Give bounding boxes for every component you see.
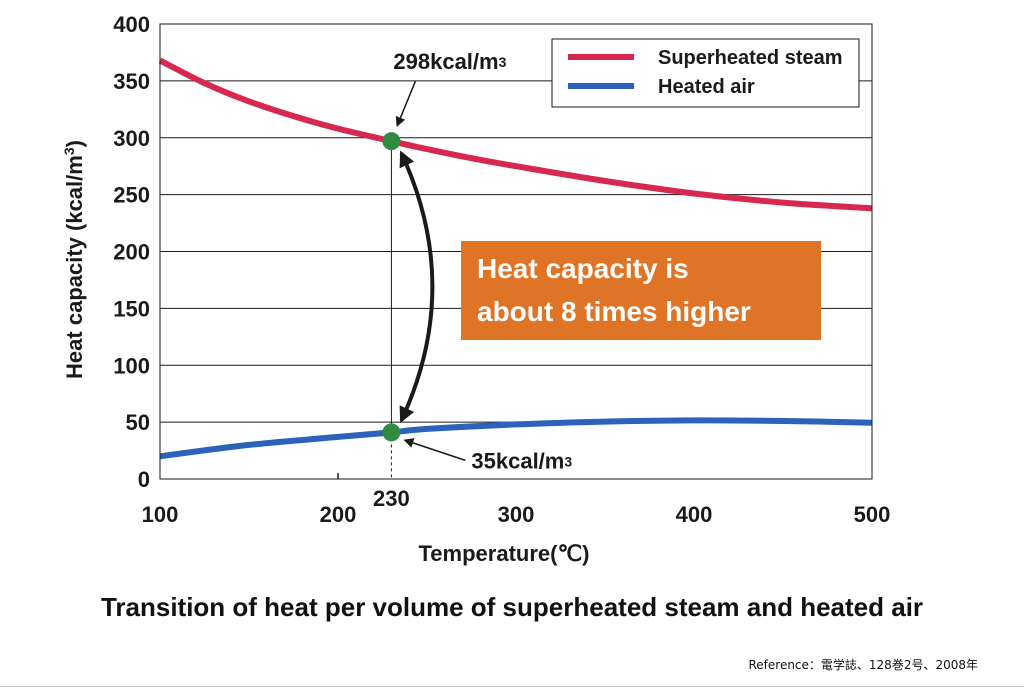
page-bottom-divider (0, 686, 1024, 687)
double-arrow (399, 150, 435, 424)
annotation-layer: 230 298kcal/m3 35kcal/m3 Heat capacity is ab… (373, 49, 821, 511)
y-tick-label-0: 0 (138, 467, 150, 492)
steam-pointer-arrow (395, 80, 417, 128)
air-pointer-arrow (403, 438, 466, 462)
y-tick-label-300: 300 (113, 126, 150, 151)
legend: Superheated steam Heated air (551, 38, 860, 108)
plot-frame (159, 23, 873, 480)
steam-point-marker (382, 132, 401, 151)
y-tick-label-250: 250 (113, 183, 150, 208)
reference-note: Reference：電学誌、128巻2号、2008年 (748, 658, 978, 672)
figure-title: Transition of heat per volume of superhe… (100, 592, 924, 622)
y-tick-label-100: 100 (113, 353, 150, 378)
x-tick-label-100: 100 (142, 502, 179, 527)
air-value-label: 35kcal/m3 (471, 448, 572, 473)
x-tick-label-300: 300 (498, 502, 535, 527)
legend-label-heated-air: Heated air (658, 76, 755, 98)
series-layer (158, 57, 873, 460)
y-tick-label-350: 350 (113, 69, 150, 94)
y-tick-label-400: 400 (113, 12, 150, 37)
y-tick-label-200: 200 (113, 240, 150, 265)
x-axis-label: Temperature(℃) (419, 541, 590, 566)
legend-box (551, 38, 860, 108)
x-tick-label-200: 200 (320, 502, 357, 527)
callout-line-2: about 8 times higher (477, 296, 751, 327)
marker-x-label: 230 (373, 486, 410, 511)
y-tick-label-150: 150 (113, 296, 150, 321)
air-point-marker (382, 423, 401, 442)
y-axis-label: Heat capacity (kcal/m3) (61, 140, 87, 379)
callout-line-1: Heat capacity is (477, 253, 689, 284)
steam-value-label: 298kcal/m3 (393, 49, 506, 74)
series-line-heated-air (159, 417, 873, 460)
tick-labels: 0 50 100 150 200 250 300 350 400 100 200 300 400 500 (113, 12, 890, 527)
legend-label-superheated-steam: Superheated steam (658, 47, 843, 69)
series-line-superheated-steam (158, 57, 873, 212)
callout-box (461, 241, 821, 340)
x-tick-label-500: 500 (854, 502, 891, 527)
y-tick-label-50: 50 (126, 410, 150, 435)
x-tick-label-400: 400 (676, 502, 713, 527)
